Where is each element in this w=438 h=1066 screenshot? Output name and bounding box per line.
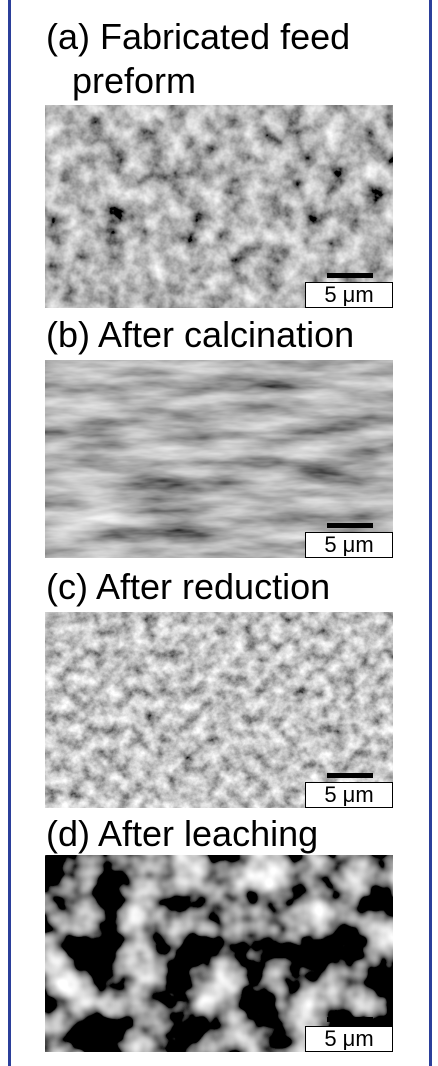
sem-image: 5 μm (45, 855, 393, 1052)
micrograph (45, 855, 393, 1052)
scale-bar (327, 273, 373, 278)
caption: (a) Fabricated feed (46, 18, 350, 56)
caption: preform (72, 62, 196, 100)
sem-image: 5 μm (45, 612, 393, 808)
caption: (d) After leaching (46, 815, 318, 853)
sem-image: 5 μm (45, 360, 393, 558)
micrograph (45, 612, 393, 808)
sem-image: 5 μm (45, 105, 393, 308)
micrograph (45, 360, 393, 558)
caption: (b) After calcination (46, 316, 354, 354)
scale-label: 5 μm (305, 532, 393, 558)
scale-label: 5 μm (305, 1026, 393, 1052)
caption: (c) After reduction (46, 568, 330, 606)
scale-bar (327, 773, 373, 778)
scale-bar (327, 523, 373, 528)
scale-label: 5 μm (305, 782, 393, 808)
page: (a) Fabricated feed preform 5 μm (b) Aft… (0, 0, 438, 1062)
scale-bar (327, 1017, 373, 1022)
scale-label: 5 μm (305, 282, 393, 308)
